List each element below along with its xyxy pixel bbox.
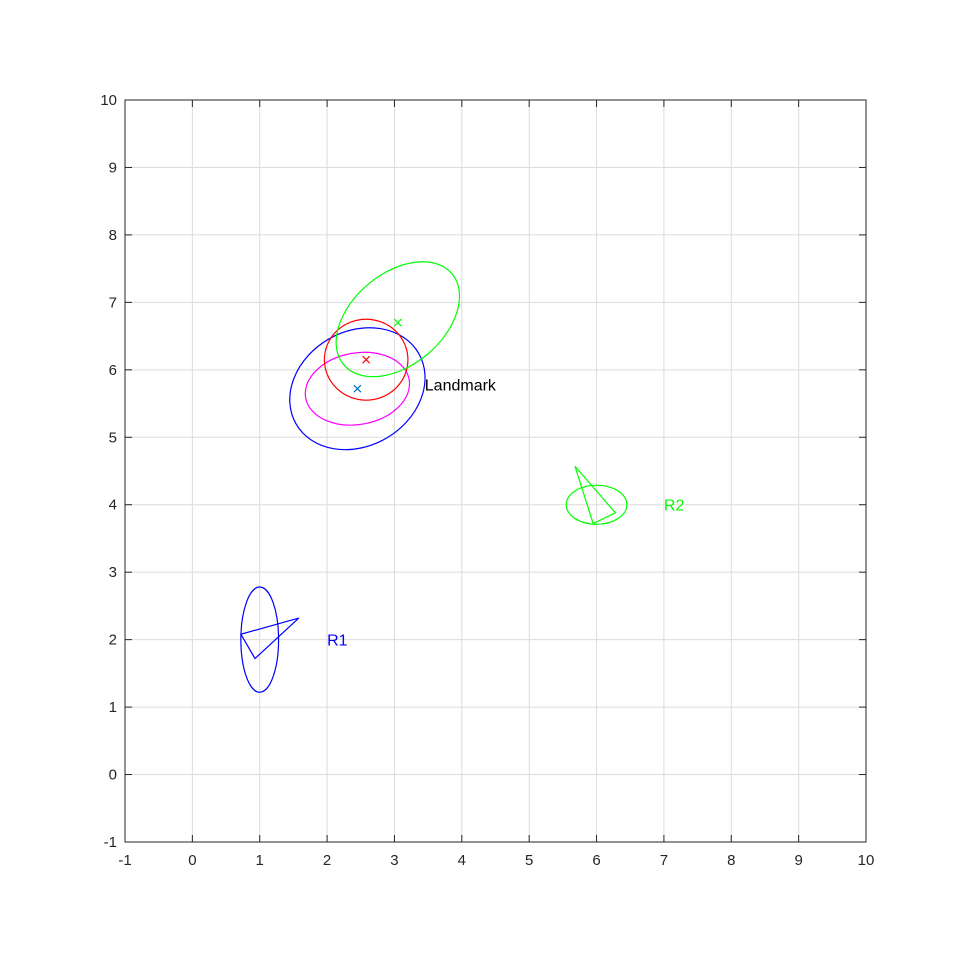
landmark-ellipse-red bbox=[323, 318, 409, 401]
landmark-marker-green bbox=[393, 318, 402, 327]
y-tick-label: 5 bbox=[109, 429, 117, 446]
ticks: -1 0 1 2 3 4 5 6 7 8 9 10 -1 0 1 2 3 4 5 6 7 8 9 10 bbox=[100, 92, 874, 869]
y-tick-label: 7 bbox=[109, 294, 117, 311]
x-tick-label: 8 bbox=[727, 852, 735, 869]
x-tick-label: 4 bbox=[458, 852, 466, 869]
x-tick-label: 6 bbox=[592, 852, 600, 869]
robot-triangle-r2 bbox=[574, 465, 617, 525]
data-layer bbox=[239, 261, 628, 693]
y-tick-label: 9 bbox=[109, 159, 117, 176]
x-tick-label: 2 bbox=[323, 852, 331, 869]
landmark-ellipse-magenta bbox=[304, 351, 411, 426]
x-tick-label: 5 bbox=[525, 852, 533, 869]
x-tick-label: 1 bbox=[256, 852, 264, 869]
y-tick-label: 8 bbox=[109, 227, 117, 244]
y-tick-label: 1 bbox=[109, 699, 117, 716]
landmark-label: Landmark bbox=[425, 378, 497, 395]
axes-background bbox=[125, 100, 866, 842]
grid bbox=[124, 99, 867, 843]
landmark-ellipse-blue bbox=[289, 327, 426, 451]
y-tick-label: 6 bbox=[109, 362, 117, 379]
robot-label-r1: R1 bbox=[327, 633, 348, 650]
robot-triangle-r1 bbox=[239, 617, 300, 660]
robot-ellipse-r2 bbox=[565, 484, 628, 525]
y-tick-label: 3 bbox=[109, 564, 117, 581]
y-tick-label: 2 bbox=[109, 632, 117, 649]
x-tick-label: -1 bbox=[118, 852, 131, 869]
robot-label-r2: R2 bbox=[664, 498, 685, 515]
x-tick-label: 3 bbox=[390, 852, 398, 869]
y-tick-label: -1 bbox=[104, 834, 117, 851]
landmark-marker-blue bbox=[353, 384, 362, 393]
x-tick-label: 9 bbox=[794, 852, 802, 869]
x-tick-label: 7 bbox=[660, 852, 668, 869]
x-tick-label: 10 bbox=[858, 852, 875, 869]
labels: R1 R2 Landmark bbox=[327, 378, 684, 650]
landmark-marker-red bbox=[362, 355, 371, 364]
y-tick-label: 4 bbox=[109, 497, 117, 514]
y-tick-label: 10 bbox=[100, 92, 117, 109]
y-tick-label: 0 bbox=[109, 767, 117, 784]
robot-ellipse-r1 bbox=[240, 586, 280, 693]
axes-box bbox=[124, 99, 867, 843]
landmark-ellipse-green bbox=[335, 261, 461, 378]
x-tick-label: 0 bbox=[188, 852, 196, 869]
